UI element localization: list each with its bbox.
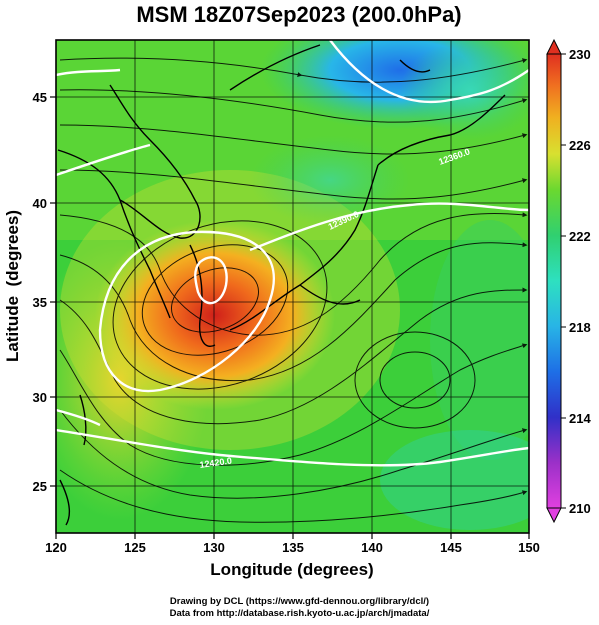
contour-label: 12420.0	[199, 456, 233, 470]
colorbar-max-triangle	[546, 38, 562, 55]
colorbar-min-triangle	[546, 507, 562, 524]
credit-data: Data from http://database.rish.kyoto-u.a…	[169, 608, 430, 619]
x-tick-label: 120	[45, 540, 67, 555]
colorbar-tick-labels: 230 226 222 218 214 210	[569, 47, 591, 516]
colorbar-tick-label: 218	[569, 320, 591, 335]
tick-marks	[50, 96, 530, 539]
colorbar: 230 226 222 218 214 210	[546, 38, 591, 524]
x-tick-labels: 120 125 130 135 140 145 150	[45, 540, 540, 555]
x-tick-label: 145	[440, 540, 462, 555]
y-tick-label: 45	[33, 90, 47, 105]
y-tick-label: 40	[33, 196, 47, 211]
x-tick-label: 125	[124, 540, 146, 555]
y-tick-labels: 25 30 35 40 45	[33, 90, 47, 494]
x-tick-label: 130	[203, 540, 225, 555]
map-field: 12390.0 12360.0 12420.0	[56, 40, 529, 533]
colorbar-tick-label: 214	[569, 411, 591, 426]
graticule	[56, 40, 529, 533]
colorbar-tick-label: 210	[569, 501, 591, 516]
credit-drawing: Drawing by DCL (https://www.gfd-dennou.o…	[169, 596, 430, 607]
y-tick-label: 25	[33, 479, 47, 494]
y-axis-label: Latitude (degrees)	[3, 210, 22, 362]
credits: Drawing by DCL (https://www.gfd-dennou.o…	[0, 596, 599, 620]
colorbar-tick-label: 226	[569, 138, 591, 153]
colorbar-tick-label: 222	[569, 229, 591, 244]
height-contours	[56, 40, 529, 467]
y-tick-label: 30	[33, 390, 47, 405]
x-tick-label: 150	[518, 540, 540, 555]
map-title: MSM 18Z07Sep2023 (200.0hPa)	[136, 2, 461, 27]
y-tick-label: 35	[33, 295, 47, 310]
x-tick-label: 135	[282, 540, 304, 555]
x-axis-label: Longitude (degrees)	[210, 560, 373, 579]
colorbar-ticks	[561, 53, 566, 509]
colorbar-tick-label: 230	[569, 47, 591, 62]
colorbar-bar	[546, 53, 562, 509]
x-tick-label: 140	[361, 540, 383, 555]
